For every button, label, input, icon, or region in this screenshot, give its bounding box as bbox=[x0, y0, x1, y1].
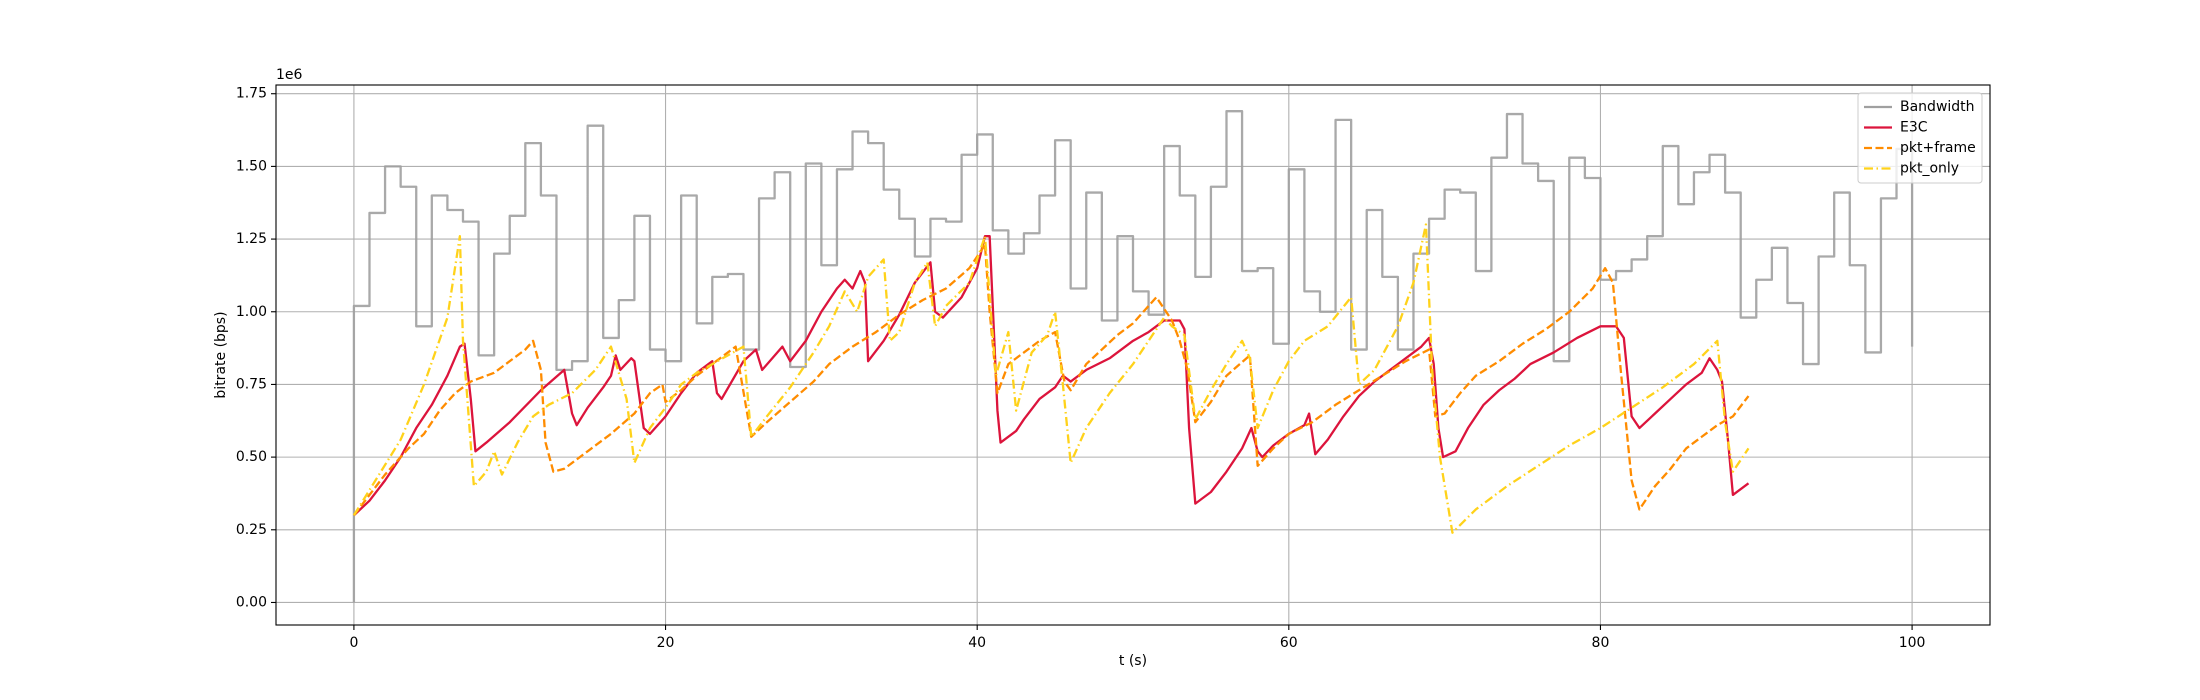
y-tick-label: 1.50 bbox=[236, 158, 267, 174]
series-line bbox=[353, 235, 1750, 517]
y-tick-label: 1.25 bbox=[236, 231, 267, 247]
legend-frame bbox=[1857, 92, 1983, 184]
y-tick-label: 0.50 bbox=[236, 449, 267, 465]
legend-label: pkt+frame bbox=[1900, 140, 1976, 156]
y-scale-label: 1e6 bbox=[276, 67, 303, 83]
legend-label: Bandwidth bbox=[1900, 99, 1975, 115]
series-line bbox=[352, 223, 1750, 534]
legend-label: pkt_only bbox=[1900, 161, 1959, 177]
y-axis-label: bitrate (bps) bbox=[213, 311, 229, 398]
x-tick-label: 0 bbox=[349, 635, 358, 651]
y-tick-label: 0.25 bbox=[236, 522, 267, 538]
x-axis-label: t (s) bbox=[1119, 653, 1147, 669]
x-tick-label: 80 bbox=[1592, 635, 1610, 651]
plot-frame bbox=[275, 84, 1991, 626]
series-line bbox=[352, 110, 1914, 603]
x-tick-label: 60 bbox=[1280, 635, 1298, 651]
x-tick-label: 40 bbox=[968, 635, 986, 651]
y-tick-label: 0.00 bbox=[236, 594, 267, 610]
y-tick-label: 1.00 bbox=[236, 304, 267, 320]
series-line bbox=[352, 243, 1750, 516]
y-tick-label: 0.75 bbox=[236, 376, 267, 392]
legend-label: E3C bbox=[1900, 120, 1928, 136]
x-tick-label: 20 bbox=[657, 635, 675, 651]
y-tick-label: 1.75 bbox=[236, 86, 267, 102]
legend: Bandwidth E3C pkt+frame pkt_only bbox=[1857, 92, 1983, 184]
x-tick-label: 100 bbox=[1899, 635, 1926, 651]
